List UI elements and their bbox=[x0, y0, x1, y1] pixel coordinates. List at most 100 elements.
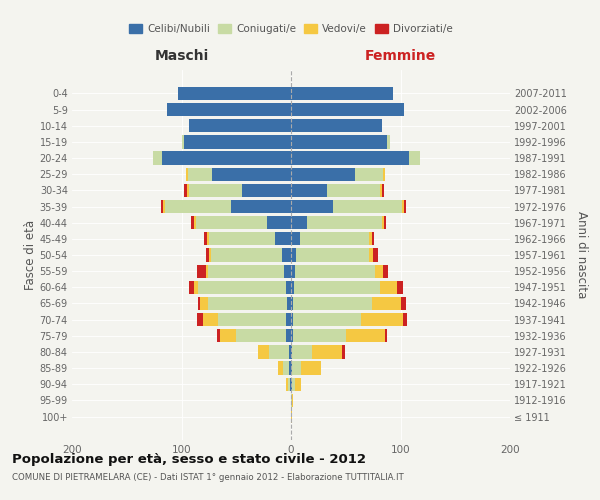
Bar bbox=[373, 248, 377, 262]
Bar bbox=[291, 362, 292, 374]
Bar bbox=[307, 216, 382, 230]
Bar bbox=[209, 232, 275, 245]
Bar bbox=[291, 378, 292, 391]
Text: Popolazione per età, sesso e stato civile - 2012: Popolazione per età, sesso e stato civil… bbox=[12, 452, 366, 466]
Bar bbox=[382, 184, 384, 197]
Bar bbox=[289, 346, 291, 358]
Bar bbox=[291, 152, 409, 164]
Bar bbox=[291, 329, 293, 342]
Bar bbox=[208, 297, 287, 310]
Bar bbox=[165, 200, 231, 213]
Bar bbox=[206, 248, 209, 262]
Bar bbox=[269, 346, 289, 358]
Bar bbox=[189, 184, 242, 197]
Bar bbox=[289, 362, 291, 374]
Bar bbox=[198, 297, 200, 310]
Bar bbox=[293, 329, 346, 342]
Bar bbox=[361, 313, 403, 326]
Bar bbox=[198, 280, 286, 294]
Bar bbox=[380, 184, 382, 197]
Bar bbox=[401, 200, 404, 213]
Bar bbox=[284, 264, 291, 278]
Bar bbox=[205, 232, 206, 245]
Bar bbox=[162, 152, 291, 164]
Bar bbox=[161, 200, 163, 213]
Bar bbox=[189, 119, 291, 132]
Bar bbox=[332, 200, 401, 213]
Bar bbox=[286, 378, 288, 391]
Bar bbox=[163, 200, 165, 213]
Bar bbox=[189, 280, 194, 294]
Bar bbox=[382, 216, 384, 230]
Bar bbox=[292, 394, 293, 407]
Bar bbox=[372, 232, 374, 245]
Bar bbox=[220, 329, 236, 342]
Bar bbox=[286, 280, 291, 294]
Y-axis label: Fasce di età: Fasce di età bbox=[23, 220, 37, 290]
Bar bbox=[197, 264, 206, 278]
Bar bbox=[291, 168, 355, 181]
Bar bbox=[211, 248, 282, 262]
Bar bbox=[327, 184, 380, 197]
Bar bbox=[291, 232, 300, 245]
Bar bbox=[206, 232, 209, 245]
Bar bbox=[300, 232, 369, 245]
Bar bbox=[404, 200, 406, 213]
Bar bbox=[242, 184, 291, 197]
Bar bbox=[292, 346, 312, 358]
Bar bbox=[212, 168, 291, 181]
Bar bbox=[372, 297, 401, 310]
Bar bbox=[291, 248, 296, 262]
Bar bbox=[409, 152, 420, 164]
Bar bbox=[278, 362, 283, 374]
Bar bbox=[295, 378, 301, 391]
Bar bbox=[206, 264, 208, 278]
Bar bbox=[291, 136, 388, 148]
Bar bbox=[187, 184, 189, 197]
Bar bbox=[291, 313, 293, 326]
Bar bbox=[291, 103, 404, 116]
Bar bbox=[197, 313, 203, 326]
Bar bbox=[291, 119, 382, 132]
Bar bbox=[292, 378, 295, 391]
Bar bbox=[194, 216, 196, 230]
Bar bbox=[196, 216, 267, 230]
Bar bbox=[312, 346, 343, 358]
Bar bbox=[258, 346, 269, 358]
Bar bbox=[295, 264, 376, 278]
Bar bbox=[291, 87, 393, 100]
Bar bbox=[296, 248, 369, 262]
Bar bbox=[184, 136, 291, 148]
Bar bbox=[231, 200, 291, 213]
Bar bbox=[236, 329, 286, 342]
Bar bbox=[200, 297, 208, 310]
Bar bbox=[291, 216, 307, 230]
Bar bbox=[383, 168, 385, 181]
Bar bbox=[397, 280, 403, 294]
Bar bbox=[388, 136, 389, 148]
Bar bbox=[184, 184, 187, 197]
Bar bbox=[267, 216, 291, 230]
Bar bbox=[218, 313, 286, 326]
Legend: Celibi/Nubili, Coniugati/e, Vedovi/e, Divorziati/e: Celibi/Nubili, Coniugati/e, Vedovi/e, Di… bbox=[125, 20, 457, 38]
Bar bbox=[293, 297, 372, 310]
Bar bbox=[380, 280, 397, 294]
Bar bbox=[385, 329, 388, 342]
Bar bbox=[403, 313, 407, 326]
Bar bbox=[286, 329, 291, 342]
Bar bbox=[287, 297, 291, 310]
Bar bbox=[355, 168, 383, 181]
Bar bbox=[153, 152, 162, 164]
Bar bbox=[294, 280, 380, 294]
Y-axis label: Anni di nascita: Anni di nascita bbox=[575, 212, 589, 298]
Bar bbox=[283, 362, 289, 374]
Bar bbox=[346, 329, 385, 342]
Bar bbox=[291, 410, 292, 423]
Bar bbox=[301, 362, 320, 374]
Text: Femmine: Femmine bbox=[365, 48, 436, 62]
Bar bbox=[275, 232, 291, 245]
Bar bbox=[217, 329, 220, 342]
Bar bbox=[191, 216, 194, 230]
Bar bbox=[401, 297, 406, 310]
Bar bbox=[291, 346, 292, 358]
